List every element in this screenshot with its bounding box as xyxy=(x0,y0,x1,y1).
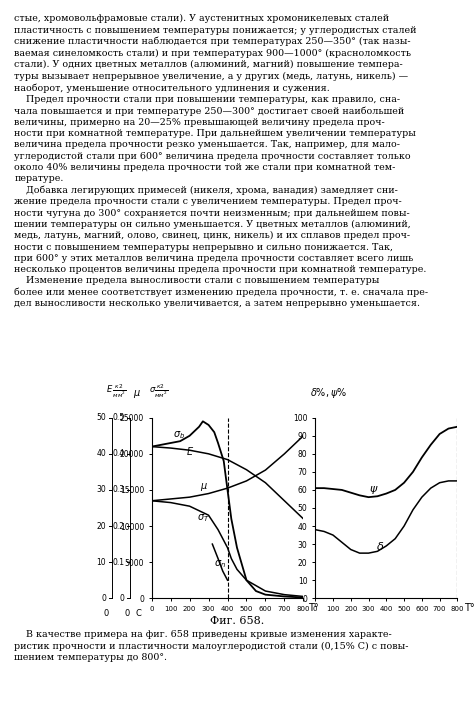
Text: 0: 0 xyxy=(103,610,109,618)
Text: $\sigma\frac{\kappa2}{мм^2}$: $\sigma\frac{\kappa2}{мм^2}$ xyxy=(149,382,168,399)
Text: $\mu$: $\mu$ xyxy=(134,388,141,399)
Text: 0.4: 0.4 xyxy=(112,450,124,458)
Text: $\psi$: $\psi$ xyxy=(369,484,378,496)
Text: $\sigma_b$: $\sigma_b$ xyxy=(173,430,185,441)
Text: T°: T° xyxy=(465,603,474,613)
Text: 10: 10 xyxy=(97,558,106,566)
Text: 30: 30 xyxy=(96,486,106,494)
Text: В качестве примера на фиг. 658 приведены кривые изменения характе-
ристик прочно: В качестве примера на фиг. 658 приведены… xyxy=(14,630,409,662)
Text: 0: 0 xyxy=(119,594,124,603)
Text: 0.2: 0.2 xyxy=(112,522,124,530)
Text: стые, хромовольфрамовые стали). У аустенитных хромоникелевых сталей
пластичность: стые, хромовольфрамовые стали). У аустен… xyxy=(14,14,428,309)
Text: 0: 0 xyxy=(125,610,130,618)
Text: $\sigma_T$: $\sigma_T$ xyxy=(197,513,210,524)
Text: C: C xyxy=(135,610,141,618)
Text: 50: 50 xyxy=(96,413,106,422)
Text: 0.1: 0.1 xyxy=(112,558,124,566)
Text: $E\,\frac{\kappa2}{мм^2}$: $E\,\frac{\kappa2}{мм^2}$ xyxy=(106,382,127,399)
Text: $\delta$: $\delta$ xyxy=(375,539,384,552)
Text: 0.3: 0.3 xyxy=(112,486,124,494)
Text: $\mu$: $\mu$ xyxy=(200,481,208,493)
Text: Фиг. 658.: Фиг. 658. xyxy=(210,617,264,627)
Text: $\delta\%, \psi\%$: $\delta\%, \psi\%$ xyxy=(310,386,347,399)
Text: T°: T° xyxy=(308,603,319,613)
Text: 0.5: 0.5 xyxy=(112,413,124,422)
Text: 0: 0 xyxy=(101,594,106,603)
Text: $\sigma_n$: $\sigma_n$ xyxy=(214,558,226,569)
Text: 20: 20 xyxy=(97,522,106,530)
Text: 40: 40 xyxy=(96,450,106,458)
Text: E: E xyxy=(187,447,193,457)
